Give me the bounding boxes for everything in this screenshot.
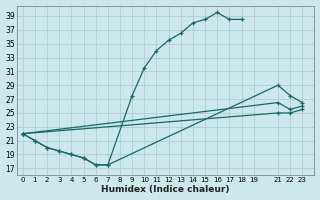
- X-axis label: Humidex (Indice chaleur): Humidex (Indice chaleur): [101, 185, 230, 194]
